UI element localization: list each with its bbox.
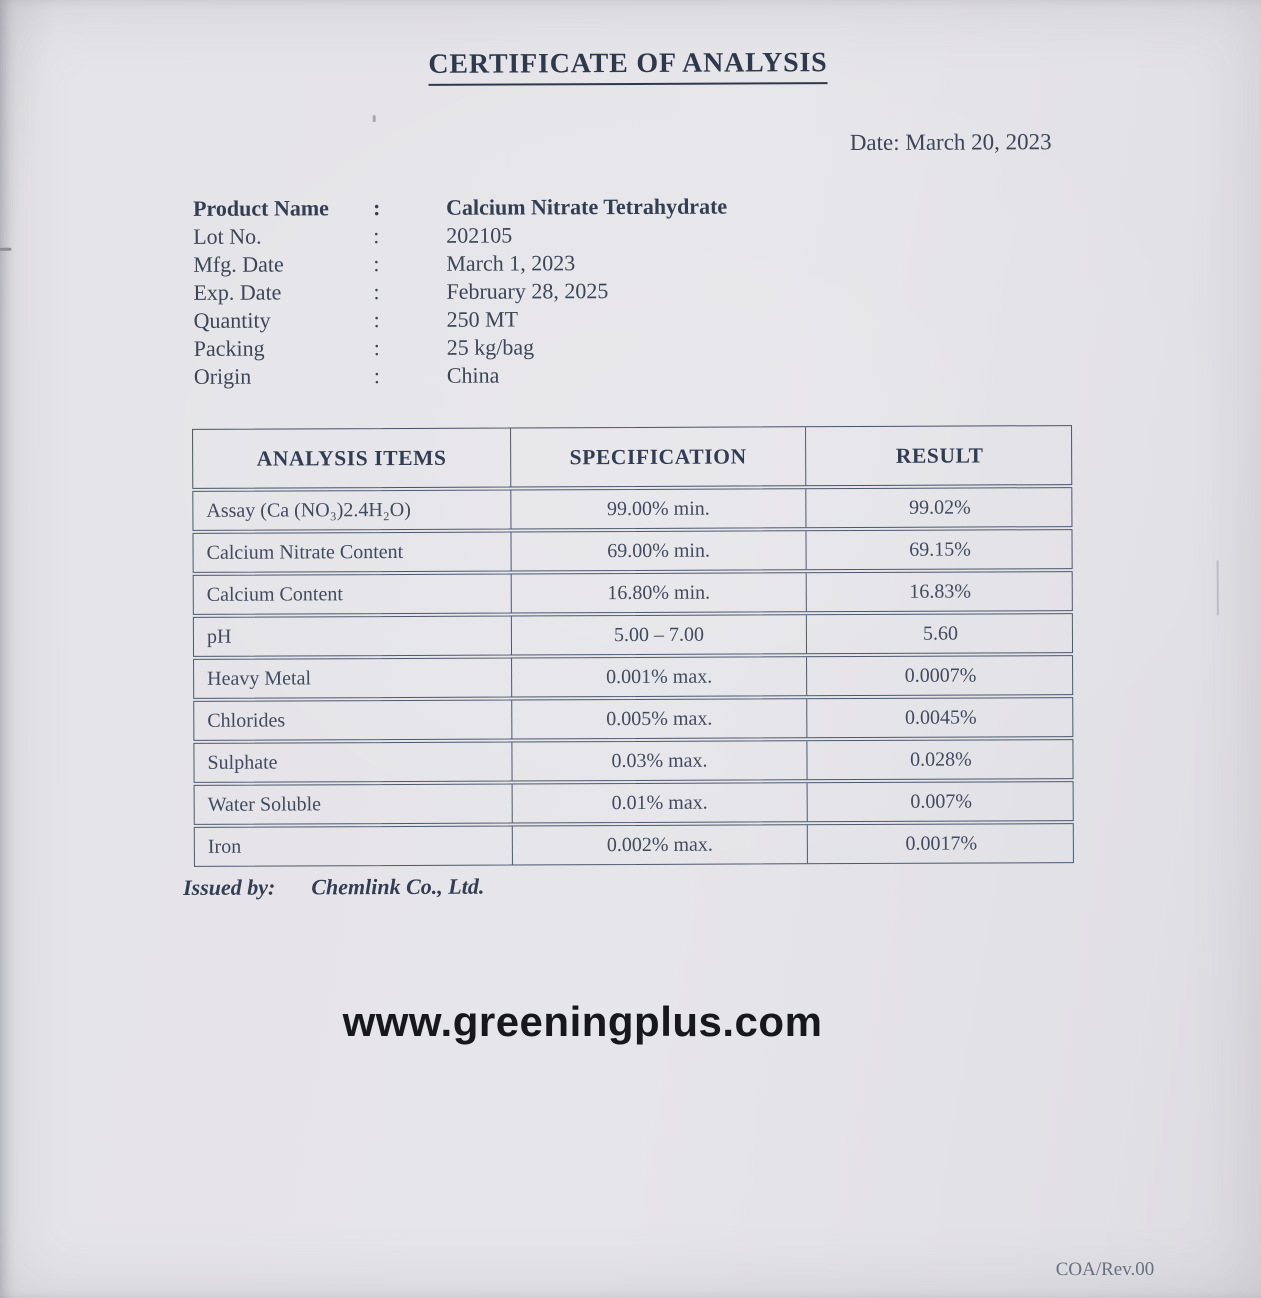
table-cell-item: Calcium Nitrate Content bbox=[206, 540, 404, 564]
info-value: 250 MT bbox=[446, 306, 519, 332]
date-line: Date: March 20, 2023 bbox=[849, 129, 1052, 156]
table-cell-result: 0.0045% bbox=[806, 698, 1075, 738]
table-cell-item: Chlorides bbox=[207, 709, 286, 732]
info-colon: : bbox=[373, 195, 381, 221]
footer-revision-code: COA/Rev.00 bbox=[1055, 1258, 1155, 1281]
info-value: 202105 bbox=[446, 222, 513, 248]
table-cell-specification: 16.80% min. bbox=[510, 573, 806, 613]
info-row: Packing: 25 kg/bag bbox=[194, 333, 728, 363]
table-cell-item: Heavy Metal bbox=[207, 666, 312, 690]
table-row: Iron 0.002% max. 0.0017% bbox=[193, 823, 1075, 867]
info-label: Lot No. bbox=[193, 223, 262, 249]
info-row: Mfg. Date: March 1, 2023 bbox=[193, 249, 727, 279]
issued-by-value: Chemlink Co., Ltd. bbox=[311, 873, 485, 900]
table-header-result: RESULT bbox=[805, 426, 1074, 486]
info-label: Exp. Date bbox=[193, 279, 282, 305]
table-row: Calcium Content 16.80% min. 16.83% bbox=[192, 571, 1074, 615]
info-label: Mfg. Date bbox=[193, 251, 284, 277]
info-colon: : bbox=[373, 307, 380, 333]
table-row: Calcium Nitrate Content 69.00% min. 69.15% bbox=[192, 529, 1074, 573]
table-cell-item: pH bbox=[206, 625, 232, 648]
table-cell-result: 0.028% bbox=[806, 740, 1075, 780]
info-label: Quantity bbox=[193, 307, 271, 333]
table-cell-specification: 0.001% max. bbox=[511, 657, 807, 697]
website-watermark: www.greeningplus.com bbox=[342, 998, 823, 1045]
info-row: Lot No.: 202105 bbox=[193, 221, 727, 251]
info-label: Product Name bbox=[193, 195, 329, 221]
info-colon: : bbox=[373, 223, 380, 249]
info-row: Product Name: Calcium Nitrate Tetrahydrat… bbox=[193, 193, 727, 223]
info-value: Calcium Nitrate Tetrahydrate bbox=[446, 193, 728, 220]
table-cell-result: 0.0007% bbox=[806, 656, 1075, 696]
table-header-specification: SPECIFICATION bbox=[510, 427, 806, 487]
table-row: Water Soluble 0.01% max. 0.007% bbox=[193, 781, 1075, 825]
info-colon: : bbox=[373, 363, 380, 389]
table-row: Assay (Ca (NO₃)2.4H₂O) 99.00% min. 99.02% bbox=[192, 487, 1074, 531]
info-value: March 1, 2023 bbox=[446, 250, 576, 276]
info-colon: : bbox=[373, 251, 380, 277]
info-colon: : bbox=[373, 335, 380, 361]
info-row: Exp. Date: February 28, 2025 bbox=[193, 277, 727, 307]
scan-artifact-dash bbox=[0, 247, 12, 251]
info-label: Packing bbox=[193, 335, 265, 361]
table-cell-specification: 5.00 – 7.00 bbox=[510, 615, 807, 655]
analysis-table: ANALYSIS ITEMS SPECIFICATION RESULT Assa… bbox=[192, 425, 1075, 867]
table-cell-specification: 69.00% min. bbox=[510, 531, 806, 571]
table-row: Chlorides 0.005% max. 0.0045% bbox=[193, 697, 1075, 741]
table-cell-item: Assay (Ca (NO₃)2.4H₂O) bbox=[206, 498, 411, 522]
scan-artifact-speck bbox=[372, 115, 376, 123]
table-cell-result: 0.0017% bbox=[806, 824, 1075, 864]
table-row: Sulphate 0.03% max. 0.028% bbox=[193, 739, 1075, 783]
info-value: February 28, 2025 bbox=[446, 278, 609, 304]
issued-by-line: Issued by: Chemlink Co., Ltd. bbox=[183, 874, 484, 901]
table-header-row: ANALYSIS ITEMS SPECIFICATION RESULT bbox=[192, 425, 1074, 489]
info-row: Origin: China bbox=[194, 361, 728, 391]
scan-artifact-line bbox=[1216, 560, 1219, 616]
table-cell-result: 5.60 bbox=[805, 614, 1075, 654]
table-cell-result: 99.02% bbox=[805, 488, 1074, 528]
table-cell-result: 16.83% bbox=[805, 572, 1074, 612]
info-value: 25 kg/bag bbox=[446, 334, 535, 360]
table-cell-item: Water Soluble bbox=[207, 792, 322, 816]
table-cell-result: 69.15% bbox=[805, 530, 1074, 570]
product-info: Product Name: Calcium Nitrate Tetrahydrat… bbox=[193, 193, 728, 391]
table-cell-specification: 0.03% max. bbox=[511, 741, 807, 781]
table-cell-specification: 0.005% max. bbox=[511, 699, 807, 739]
table-cell-specification: 0.01% max. bbox=[511, 783, 807, 823]
table-cell-result: 0.007% bbox=[806, 782, 1075, 822]
table-cell-item: Calcium Content bbox=[206, 582, 343, 606]
table-cell-item: Sulphate bbox=[207, 751, 278, 774]
info-colon: : bbox=[373, 279, 380, 305]
table-header-analysis-items: ANALYSIS ITEMS bbox=[256, 445, 447, 471]
table-row: Heavy Metal 0.001% max. 0.0007% bbox=[193, 655, 1075, 699]
info-label: Origin bbox=[193, 363, 252, 389]
table-cell-item: Iron bbox=[207, 835, 242, 858]
issued-by-label: Issued by: bbox=[182, 874, 276, 900]
info-row: Quantity: 250 MT bbox=[194, 305, 728, 335]
page-title: CERTIFICATE OF ANALYSIS bbox=[428, 47, 828, 86]
table-cell-specification: 99.00% min. bbox=[510, 489, 806, 529]
table-row: pH 5.00 – 7.00 5.60 bbox=[192, 613, 1075, 657]
table-cell-specification: 0.002% max. bbox=[511, 825, 807, 865]
info-value: China bbox=[446, 362, 500, 388]
title-wrap: CERTIFICATE OF ANALYSIS bbox=[0, 45, 1259, 88]
